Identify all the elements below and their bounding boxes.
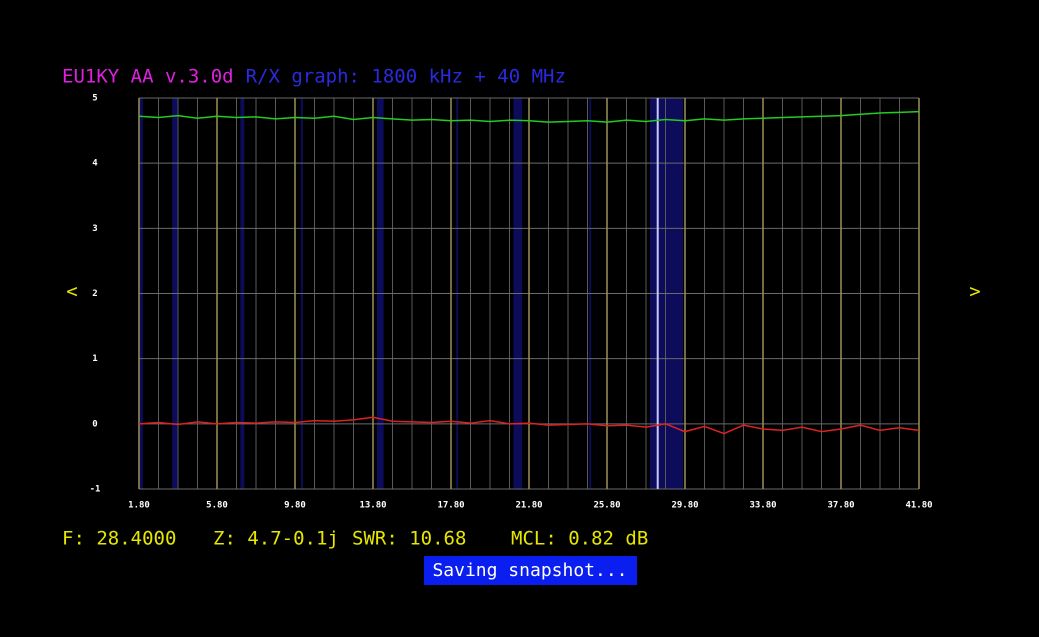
x-tick-label: 1.80 <box>128 501 150 511</box>
y-tick-label: 5 <box>92 94 97 104</box>
x-tick-label: 13.80 <box>359 501 386 511</box>
toast-box <box>424 556 637 585</box>
status-frequency: F: 28.4000 <box>62 528 176 550</box>
y-tick-label: 3 <box>92 224 97 234</box>
chart-title: EU1KY AA v.3.0d <box>62 66 234 88</box>
chart-subtitle: R/X graph: 1800 kHz + 40 MHz <box>246 66 566 88</box>
y-tick-label: 2 <box>92 289 97 299</box>
x-tick-label: 25.80 <box>593 501 620 511</box>
x-tick-label: 41.80 <box>905 501 932 511</box>
status-impedance: Z: 4.7-0.1j <box>213 528 339 550</box>
y-tick-label: 1 <box>92 354 97 364</box>
nav-right[interactable]: > <box>969 281 980 303</box>
status-mcl: MCL: 0.82 dB <box>511 528 648 550</box>
y-tick-label: -1 <box>90 485 101 495</box>
x-tick-label: 37.80 <box>827 501 854 511</box>
nav-left[interactable]: < <box>66 281 77 303</box>
x-tick-label: 33.80 <box>749 501 776 511</box>
x-tick-label: 17.80 <box>437 501 464 511</box>
x-tick-label: 5.80 <box>206 501 228 511</box>
x-tick-label: 9.80 <box>284 501 306 511</box>
x-tick-label: 29.80 <box>671 501 698 511</box>
toast: Saving snapshot... <box>432 560 627 581</box>
series-line <box>138 110 920 123</box>
y-tick-label: 0 <box>92 419 97 429</box>
y-tick-label: 4 <box>92 159 98 169</box>
x-tick-label: 21.80 <box>515 501 542 511</box>
series-line <box>138 416 920 435</box>
status-swr: SWR: 10.68 <box>352 528 466 550</box>
